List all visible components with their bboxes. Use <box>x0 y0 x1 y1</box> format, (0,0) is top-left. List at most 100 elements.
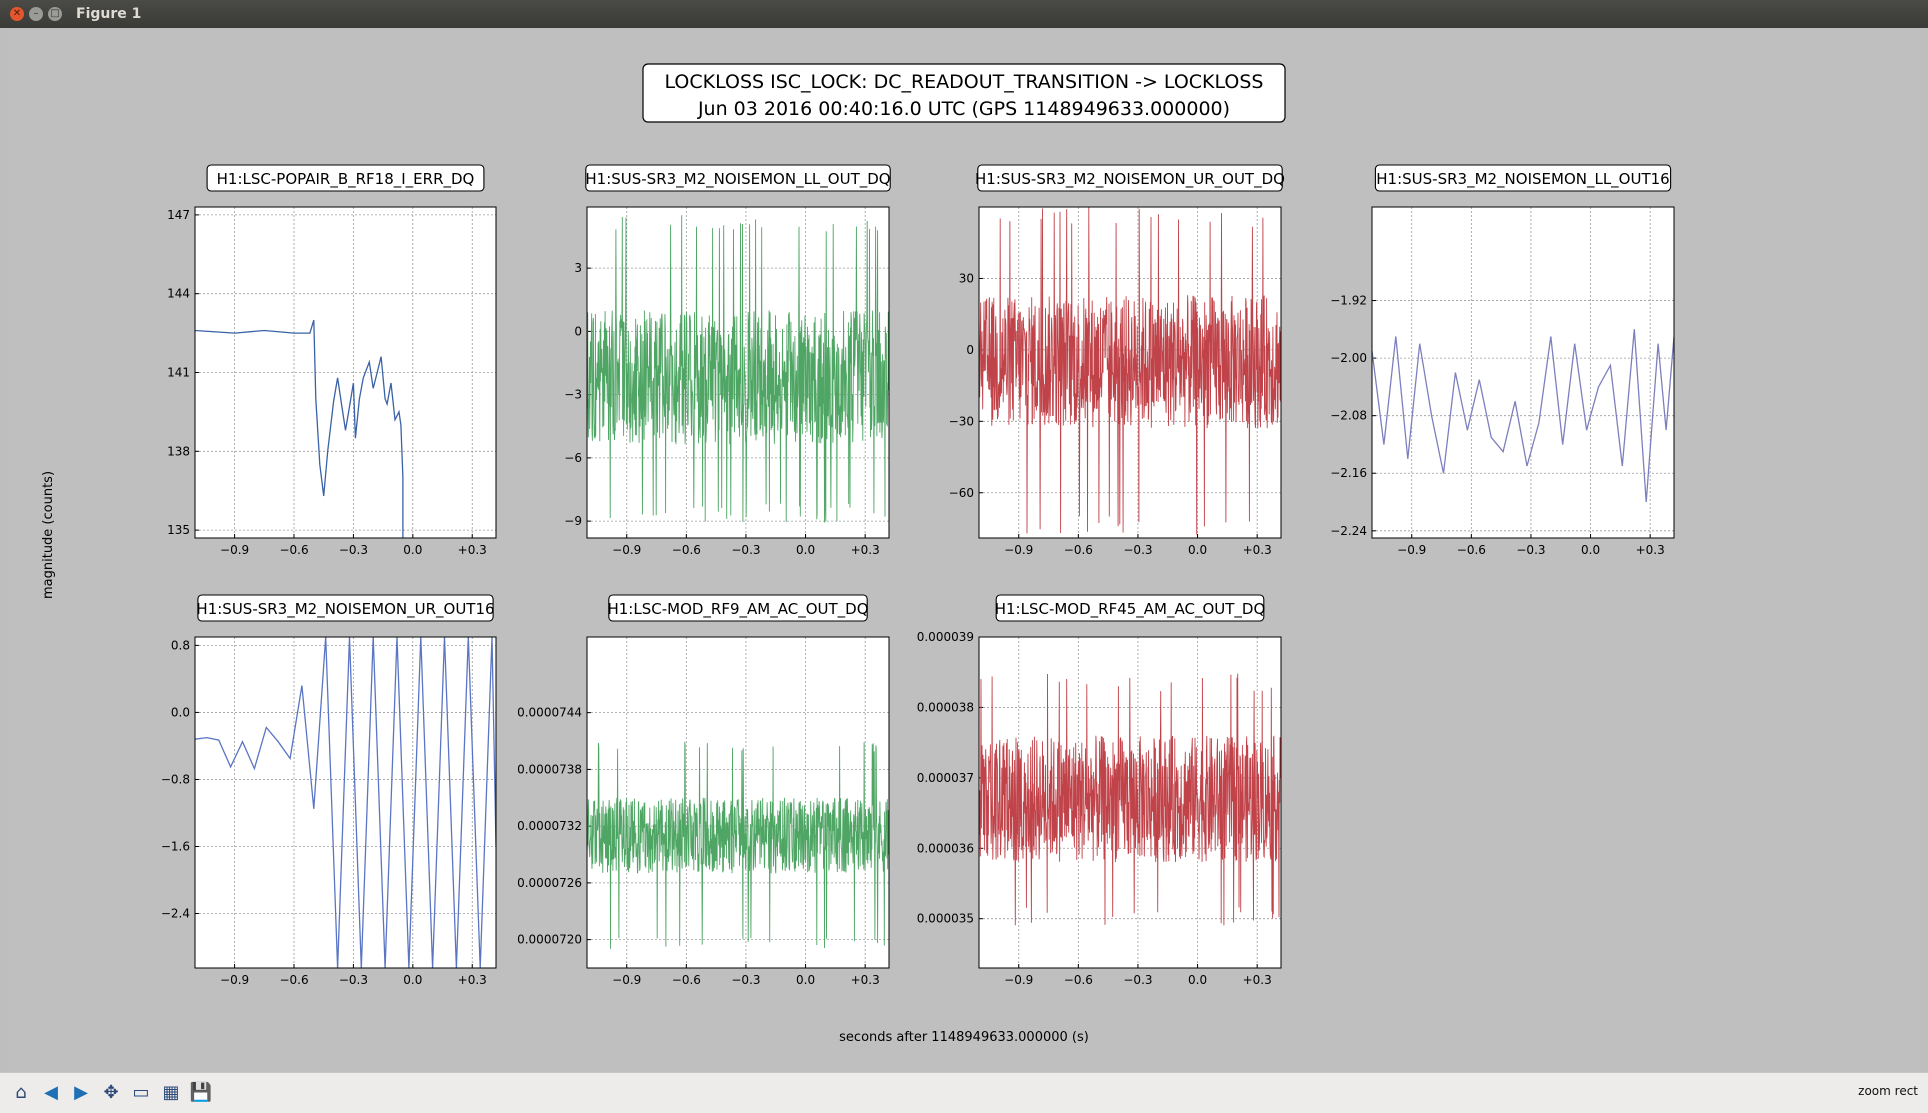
x-tick-label: −0.9 <box>1397 543 1426 557</box>
series-line <box>979 673 1281 926</box>
x-tick-label: +0.3 <box>458 543 487 557</box>
zoom-button[interactable]: ▭ <box>128 1079 154 1105</box>
y-tick-label: −2.16 <box>1330 466 1367 480</box>
y-tick-label: −2.08 <box>1330 409 1367 423</box>
subplot-title: H1:LSC-MOD_RF9_AM_AC_OUT_DQ <box>607 600 868 619</box>
subplot-title-box <box>977 164 1283 192</box>
toolbar-status: zoom rect <box>1858 1084 1918 1098</box>
y-tick-label: 0.0000726 <box>517 876 582 890</box>
x-tick-label: −0.3 <box>1123 973 1152 987</box>
back-button[interactable]: ◀ <box>38 1079 64 1105</box>
x-tick-label: −0.6 <box>1064 973 1093 987</box>
x-tick-label: −0.6 <box>672 973 701 987</box>
axes-frame <box>1371 206 1675 539</box>
x-tick-label: +0.3 <box>851 543 880 557</box>
subplot-title: H1:SUS-SR3_M2_NOISEMON_UR_OUT16 <box>196 600 494 619</box>
subplot-5: −0.9 −0.6 −0.3 0.0 +0.3 −2.4 −1.6 −0.8 0.0 0.8 H1:… <box>161 594 497 987</box>
y-tick-label: 138 <box>167 444 190 458</box>
x-tick-label: 0.0 <box>796 973 815 987</box>
subplot-7: −0.9 −0.6 −0.3 0.0 +0.3 0.000035 0.000036 0.000… <box>917 594 1282 987</box>
y-tick-label: −3 <box>564 388 582 402</box>
y-tick-label: 0.0000744 <box>517 706 582 720</box>
axes-frame <box>194 636 497 969</box>
y-tick-label: 3 <box>574 261 582 275</box>
series-line <box>1372 329 1674 503</box>
y-tick-label: 135 <box>167 523 190 537</box>
axes-frame <box>978 206 1282 539</box>
x-tick-label: −0.6 <box>672 543 701 557</box>
subplot-title-box <box>585 164 891 192</box>
x-tick-label: −0.3 <box>731 973 760 987</box>
y-tick-label: −2.24 <box>1330 524 1367 538</box>
save-icon: 💾 <box>189 1081 213 1103</box>
subplot-title: H1:LSC-POPAIR_B_RF18_I_ERR_DQ <box>217 170 475 189</box>
maximize-icon[interactable]: □ <box>48 7 62 21</box>
y-tick-label: 147 <box>167 208 190 222</box>
subplot-6: −0.9 −0.6 −0.3 0.0 +0.3 0.0000720 0.0000726 0.0… <box>517 594 890 987</box>
x-tick-label: 0.0 <box>1581 543 1600 557</box>
zoom-rect-icon: ▭ <box>132 1081 150 1103</box>
series-line <box>195 637 496 968</box>
x-tick-label: −0.3 <box>339 543 368 557</box>
window-title: Figure 1 <box>76 6 142 22</box>
figure-canvas[interactable]: LOCKLOSS ISC_LOCK: DC_READOUT_TRANSITION… <box>8 31 1920 1071</box>
y-tick-label: 0.000037 <box>917 771 974 785</box>
axes-frame <box>586 206 890 539</box>
x-tick-label: −0.3 <box>1123 543 1152 557</box>
home-button[interactable]: ⌂ <box>8 1079 34 1105</box>
minimize-icon[interactable]: – <box>29 7 43 21</box>
x-tick-label: 0.0 <box>403 543 422 557</box>
axes-frame <box>978 636 1282 969</box>
axes-frame <box>586 636 890 969</box>
pan-button[interactable]: ✥ <box>98 1079 124 1105</box>
figure-title: LOCKLOSS ISC_LOCK: DC_READOUT_TRANSITION… <box>665 71 1264 93</box>
x-tick-label: +0.3 <box>1243 973 1272 987</box>
figure-plot: LOCKLOSS ISC_LOCK: DC_READOUT_TRANSITION… <box>41 63 1675 1045</box>
y-tick-label: −60 <box>949 486 974 500</box>
x-tick-label: −0.9 <box>220 543 249 557</box>
y-tick-label: −1.6 <box>161 839 190 853</box>
subplot-title-box <box>608 594 868 622</box>
subplot-title-box <box>1374 164 1672 192</box>
x-tick-label: 0.0 <box>1188 543 1207 557</box>
x-tick-label: −0.3 <box>731 543 760 557</box>
series-line <box>979 207 1281 535</box>
subplot-title-box <box>197 594 494 622</box>
y-axis-label: magnitude (counts) <box>41 471 56 599</box>
plot-area <box>195 207 496 538</box>
y-tick-label: 30 <box>959 271 974 285</box>
y-tick-label: 0.0000732 <box>517 819 582 833</box>
y-tick-label: −2.00 <box>1330 351 1367 365</box>
y-tick-label: −1.92 <box>1330 294 1367 308</box>
subplot-title: H1:SUS-SR3_M2_NOISEMON_LL_OUT16 <box>1376 170 1669 189</box>
y-tick-label: −9 <box>564 514 582 528</box>
series-line <box>587 215 889 523</box>
subplot-2: −0.9 −0.6 −0.3 0.0 +0.3 −9 −6 −3 0 3 H1:SUS-SR3_M2… <box>564 164 891 557</box>
x-tick-label: +0.3 <box>1636 543 1665 557</box>
y-tick-label: 0.000039 <box>917 630 974 644</box>
y-tick-label: 144 <box>167 287 190 301</box>
subplot-title-box <box>206 164 485 192</box>
x-tick-label: −0.3 <box>1516 543 1545 557</box>
x-tick-label: −0.9 <box>220 973 249 987</box>
x-tick-label: −0.6 <box>1457 543 1486 557</box>
figure-title-box <box>642 63 1286 123</box>
x-tick-label: +0.3 <box>851 973 880 987</box>
subplot-title-box <box>995 594 1265 622</box>
close-icon[interactable]: ✕ <box>10 7 24 21</box>
x-tick-label: 0.0 <box>796 543 815 557</box>
y-tick-label: 0.000036 <box>917 841 974 855</box>
figure-subtitle: Jun 03 2016 00:40:16.0 UTC (GPS 11489496… <box>697 98 1230 120</box>
x-tick-label: −0.3 <box>339 973 368 987</box>
y-tick-label: 0.0 <box>171 705 190 719</box>
subplots-button[interactable]: ▦ <box>158 1079 184 1105</box>
y-tick-label: −0.8 <box>161 772 190 786</box>
y-tick-label: −30 <box>949 414 974 428</box>
plot-area <box>1372 207 1674 538</box>
home-icon: ⌂ <box>15 1081 27 1103</box>
x-tick-label: 0.0 <box>403 973 422 987</box>
x-tick-label: −0.6 <box>279 973 308 987</box>
save-button[interactable]: 💾 <box>188 1079 214 1105</box>
forward-button[interactable]: ▶ <box>68 1079 94 1105</box>
configure-icon: ▦ <box>162 1081 180 1103</box>
